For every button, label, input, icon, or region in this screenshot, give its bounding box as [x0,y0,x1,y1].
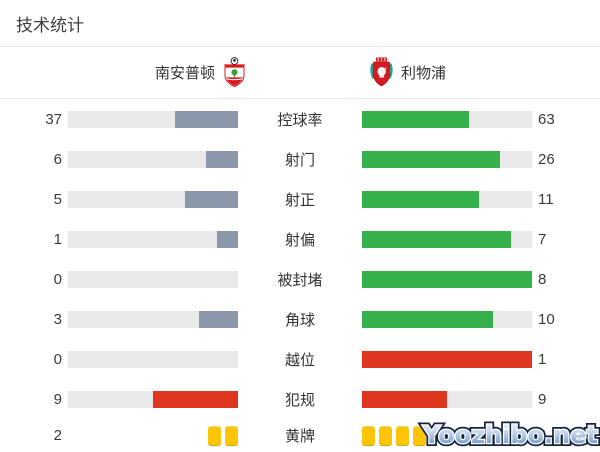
liverpool-crest-icon [370,57,393,87]
stat-label: 角球 [284,311,315,329]
home-value: 37 [45,110,62,128]
away-bar-fill [362,270,532,288]
away-value: 11 [538,190,554,208]
stat-row: 5 射正 11 [0,179,600,219]
yellow-card-icon [362,425,375,446]
home-bar [68,150,238,168]
away-bar-fill [362,110,470,128]
home-value: 6 [53,150,62,168]
watermark-outline: Yoozhibo.net [420,418,600,452]
stat-label: 犯规 [284,391,315,409]
away-bar [362,390,532,408]
away-value: 26 [538,150,555,168]
away-bar-fill [362,150,501,168]
away-value: 63 [538,110,555,128]
home-value: 9 [53,390,62,408]
home-value: 0 [53,350,62,368]
away-bar [362,150,532,168]
stat-row: 0 越位 1 [0,339,600,379]
away-bar [362,270,532,288]
home-bar-fill [184,190,238,208]
home-value: 3 [53,310,62,328]
southampton-crest-icon [224,57,245,88]
home-bar-fill [216,230,238,248]
stat-row: 9 犯规 9 [0,379,600,419]
stats-list: 37 控球率 63 6 射门 26 5 射正 11 1 射偏 7 0 被封堵 8… [0,99,600,452]
away-bar-fill [362,390,447,408]
away-bar [362,230,532,248]
yellow-card-icon [379,425,392,446]
stat-label: 越位 [284,351,315,369]
away-bar [362,190,532,208]
away-bar-fill [362,230,511,248]
stat-label: 控球率 [277,111,323,129]
yellow-card-icon [225,425,238,446]
yellow-card-icon [413,425,426,446]
stat-label: 射正 [284,191,315,209]
home-value: 1 [53,230,62,248]
away-bar-fill [362,350,532,368]
home-bar [68,310,238,328]
home-bar [68,425,238,446]
stat-label: 射门 [284,151,315,169]
yellow-card-icon [208,425,221,446]
home-value: 5 [53,190,62,208]
stat-row: 37 控球率 63 [0,99,600,139]
away-value: 1 [538,350,547,368]
stat-row: 2 黄牌 4 [0,419,600,452]
home-bar [68,230,238,248]
panel-title-bar: 技术统计 [0,0,600,47]
home-bar [68,270,238,288]
home-bar [68,110,238,128]
stat-row: 1 射偏 7 [0,219,600,259]
away-team-name: 利物浦 [401,65,447,82]
home-bar-fill [198,310,238,328]
away-value: 4 [538,427,546,444]
home-bar-fill [153,390,238,408]
home-value: 0 [53,270,62,288]
away-bar-fill [362,190,479,208]
home-bar [68,390,238,408]
away-team-header: 利物浦 [362,57,446,88]
away-bar-fill [362,310,493,328]
away-value: 7 [538,230,547,248]
stat-label: 黄牌 [284,428,315,445]
away-value: 9 [538,390,547,408]
home-team-name: 南安普顿 [154,65,215,82]
stat-row: 0 被封堵 8 [0,259,600,299]
stat-label: 射偏 [284,231,315,249]
home-bar [68,350,238,368]
watermark-text: Yoozhibo.net [422,421,598,450]
watermark-inner: Yoozhibo.net [422,420,600,450]
home-team-header: 南安普顿 [0,57,248,88]
team-header: 南安普顿 利物浦 [0,47,600,99]
away-value: 8 [538,270,547,288]
away-value: 10 [538,310,555,328]
stat-label: 被封堵 [277,271,323,289]
stat-row: 6 射门 26 [0,139,600,179]
home-bar-fill [175,110,238,128]
stat-row: 3 角球 10 [0,299,600,339]
away-bar [362,310,532,328]
panel-title: 技术统计 [16,15,84,35]
watermark: Yoozhibo.net Yoozhibo.net Yoozhibo.net [420,418,600,452]
yellow-card-icon [396,425,409,446]
away-bar [362,110,532,128]
away-bar [362,350,532,368]
home-value: 2 [53,427,62,444]
home-bar [68,190,238,208]
home-bar-fill [206,150,238,168]
away-bar [362,425,532,446]
